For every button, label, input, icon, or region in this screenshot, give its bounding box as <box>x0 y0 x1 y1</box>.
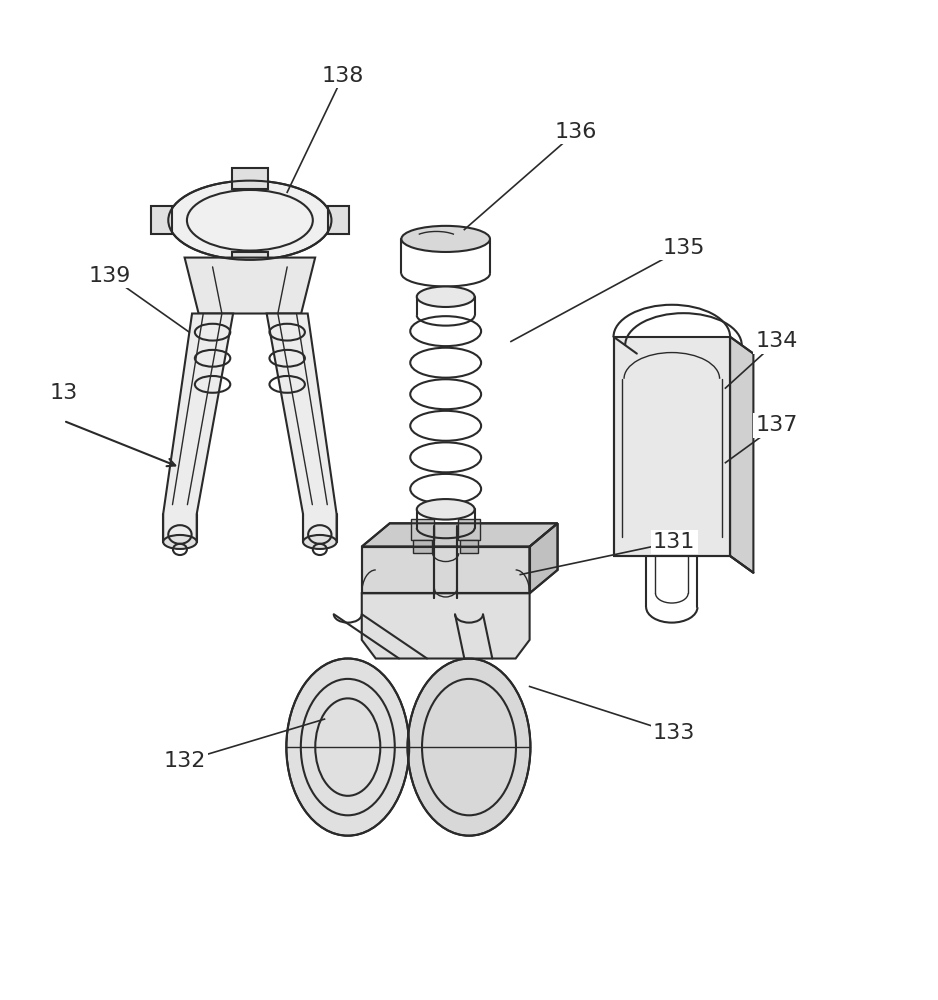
Polygon shape <box>328 206 349 234</box>
Ellipse shape <box>416 286 475 307</box>
Polygon shape <box>414 550 432 575</box>
Polygon shape <box>460 540 478 553</box>
Polygon shape <box>414 575 432 589</box>
Polygon shape <box>151 206 172 234</box>
Text: 137: 137 <box>755 415 798 435</box>
Polygon shape <box>362 523 557 547</box>
Text: 133: 133 <box>653 723 695 743</box>
Text: 13: 13 <box>50 383 78 403</box>
Polygon shape <box>411 519 433 540</box>
Text: 134: 134 <box>755 331 798 351</box>
Text: 132: 132 <box>163 751 205 771</box>
Ellipse shape <box>168 181 331 260</box>
Polygon shape <box>233 168 267 189</box>
Polygon shape <box>362 547 530 593</box>
Ellipse shape <box>286 659 409 836</box>
Polygon shape <box>459 550 477 575</box>
Polygon shape <box>163 314 233 542</box>
Polygon shape <box>458 519 480 540</box>
Polygon shape <box>530 523 557 593</box>
Polygon shape <box>730 337 753 573</box>
Polygon shape <box>459 575 477 589</box>
Ellipse shape <box>416 499 475 520</box>
Ellipse shape <box>303 535 337 549</box>
Ellipse shape <box>408 659 530 836</box>
Polygon shape <box>613 337 730 556</box>
Text: 131: 131 <box>653 532 695 552</box>
Text: 139: 139 <box>89 266 131 286</box>
Polygon shape <box>233 252 267 272</box>
Text: 138: 138 <box>322 66 364 86</box>
Ellipse shape <box>163 535 197 549</box>
Text: 135: 135 <box>662 238 704 258</box>
Ellipse shape <box>401 226 490 252</box>
Polygon shape <box>413 540 431 553</box>
Polygon shape <box>362 593 530 659</box>
Text: 136: 136 <box>555 122 598 142</box>
Polygon shape <box>266 314 337 542</box>
Polygon shape <box>185 258 315 314</box>
